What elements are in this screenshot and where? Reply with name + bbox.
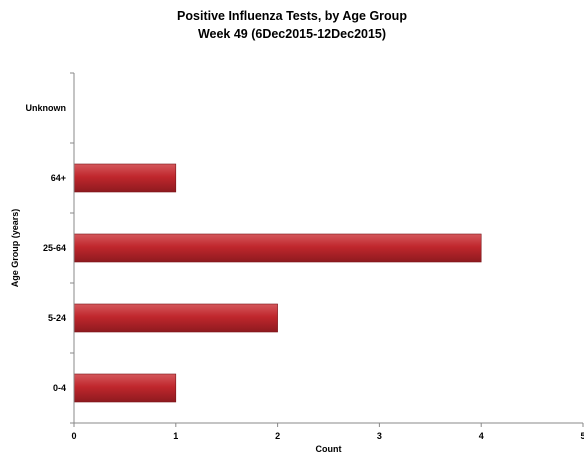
x-tick-label: 3: [377, 431, 382, 441]
y-tick-label: 64+: [51, 173, 66, 183]
y-tick-label: 0-4: [53, 383, 66, 393]
bar-5-24: [73, 303, 278, 333]
x-axis-label: Count: [316, 444, 342, 454]
x-tick-label: 5: [580, 431, 584, 441]
bar-64+: [73, 163, 177, 193]
x-tick-label: 0: [71, 431, 76, 441]
y-tick-label: Unknown: [26, 103, 67, 113]
y-tick-label: 25-64: [43, 243, 66, 253]
y-tick-label: 5-24: [48, 313, 66, 323]
y-axis-label: Age Group (years): [10, 209, 20, 288]
x-tick-label: 1: [173, 431, 178, 441]
chart-subtitle: Week 49 (6Dec2015-12Dec2015): [197, 27, 387, 41]
x-tick-label: 4: [479, 431, 484, 441]
bar-25-64: [73, 233, 482, 263]
bar-0-4: [73, 373, 177, 403]
chart-title: Positive Influenza Tests, by Age Group: [177, 9, 407, 23]
x-tick-label: 2: [275, 431, 280, 441]
